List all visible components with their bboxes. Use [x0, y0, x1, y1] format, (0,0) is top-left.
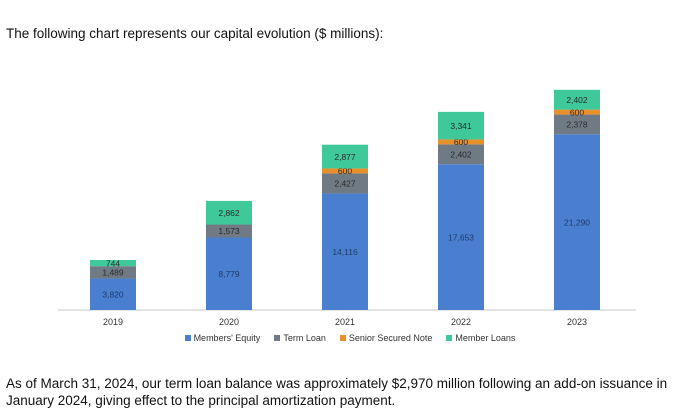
legend-item: Member Loans	[446, 333, 515, 343]
data-label: 1,573	[218, 226, 240, 236]
bar-segment-members-equity-2022	[438, 164, 484, 310]
x-tick-label: 2021	[335, 317, 355, 327]
bar-segment-term-loan-2022	[438, 144, 484, 165]
data-label: 2,877	[334, 152, 356, 162]
data-label: 3,820	[102, 289, 124, 299]
data-label: 8,779	[218, 269, 240, 279]
legend-item: Members' Equity	[184, 333, 261, 343]
legend-label: Term Loan	[283, 333, 326, 343]
data-label: 2,427	[334, 179, 356, 189]
bar-segment-members-equity-2023	[554, 134, 600, 310]
x-tick-label: 2023	[567, 317, 587, 327]
data-label: 14,116	[332, 247, 358, 257]
legend-swatch	[274, 335, 281, 341]
bar-segment-senior-secured-note-2022	[438, 139, 484, 145]
intro-text: The following chart represents our capit…	[6, 26, 384, 41]
data-label: 2,862	[218, 208, 240, 218]
legend-swatch	[446, 335, 453, 341]
data-label: 2,378	[566, 120, 588, 130]
bar-segment-term-loan-2020	[206, 224, 252, 238]
bar-segment-term-loan-2021	[322, 173, 368, 194]
bar-segment-member-loans-2019	[90, 260, 136, 267]
data-label: 600	[454, 137, 468, 147]
data-label: 1,489	[102, 268, 124, 278]
data-label: 21,290	[564, 217, 590, 227]
bar-segment-term-loan-2019	[90, 266, 136, 279]
legend-item: Term Loan	[274, 333, 326, 343]
bar-segment-senior-secured-note-2023	[554, 109, 600, 115]
data-label: 3,341	[450, 121, 472, 131]
bar-segment-member-loans-2020	[206, 200, 252, 225]
data-label: 744	[106, 258, 120, 268]
x-tick-label: 2022	[451, 317, 471, 327]
data-label: 2,402	[450, 150, 472, 160]
bar-segment-member-loans-2021	[322, 144, 368, 169]
legend-label: Member Loans	[455, 333, 516, 343]
bar-segment-term-loan-2023	[554, 114, 600, 135]
chart-legend: Members' Equity Term Loan Senior Secured N…	[0, 333, 700, 343]
legend-label: Members' Equity	[193, 333, 261, 343]
data-label: 600	[338, 166, 352, 176]
legend-swatch	[184, 335, 191, 341]
bar-segment-member-loans-2023	[554, 89, 600, 110]
bar-segment-senior-secured-note-2021	[322, 168, 368, 174]
x-tick-label: 2019	[103, 317, 123, 327]
data-label: 2,402	[566, 95, 588, 105]
data-label: 600	[570, 107, 584, 117]
footnote-text: As of March 31, 2024, our term loan bala…	[6, 376, 668, 408]
bar-segment-members-equity-2021	[322, 193, 368, 310]
legend-item: Senior Secured Note	[339, 333, 433, 343]
legend-swatch	[339, 335, 346, 341]
bar-segment-members-equity-2020	[206, 237, 252, 310]
x-tick-label: 2020	[219, 317, 239, 327]
legend-label: Senior Secured Note	[348, 333, 433, 343]
data-label: 17,653	[448, 232, 474, 242]
bar-segment-member-loans-2022	[438, 111, 484, 140]
bar-segment-members-equity-2019	[90, 278, 136, 310]
